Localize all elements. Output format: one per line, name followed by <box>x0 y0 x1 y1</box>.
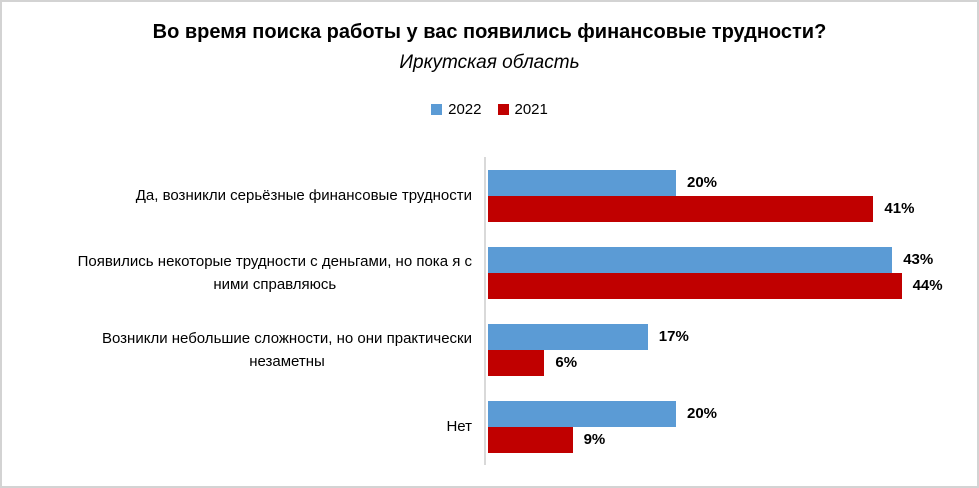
chart-row-4: Нет 20% 9% <box>2 388 977 465</box>
category-label-line: Нет <box>446 418 472 435</box>
chart-row-3: Возникли небольшие сложности, но они пра… <box>2 311 977 388</box>
legend: 2022 2021 <box>2 101 977 118</box>
chart-row-1: Да, возникли серьёзные финансовые трудно… <box>2 157 977 234</box>
chart-subtitle: Иркутская область <box>399 52 580 73</box>
legend-swatch-2022-icon <box>431 104 443 115</box>
bar-value-2022-row3: 17% <box>658 328 689 345</box>
bar-2022-row2 <box>488 246 893 273</box>
legend-label-2021: 2021 <box>514 101 548 118</box>
category-label-line: Появились некоторые трудности с деньгами… <box>77 252 472 270</box>
bar-value-2021-row4: 9% <box>583 431 606 448</box>
chart-row-2: Появились некоторые трудности с деньгами… <box>2 234 977 311</box>
legend-item-2022: 2022 <box>431 101 482 118</box>
bar-2021-row4 <box>488 426 573 453</box>
bar-value-2022-row4: 20% <box>687 405 718 422</box>
category-label-2: Появились некоторые трудности с деньгами… <box>2 250 484 296</box>
bar-value-2021-row3: 6% <box>555 354 578 371</box>
category-label-line: Да, возникли серьёзные финансовые трудно… <box>135 187 472 204</box>
category-label-line: ними справляюсь <box>213 275 337 293</box>
category-label-3: Возникли небольшие сложности, но они пра… <box>2 327 484 373</box>
category-label-4: Нет <box>2 415 484 438</box>
bar-2022-row1 <box>488 169 676 196</box>
bar-value-2022-row1: 20% <box>687 174 718 191</box>
plot-area: Да, возникли серьёзные финансовые трудно… <box>2 157 977 465</box>
legend-item-2021: 2021 <box>497 101 548 118</box>
bar-2021-row1 <box>488 195 874 222</box>
bar-group-3: 17% 6% <box>488 323 977 376</box>
legend-label-2022: 2022 <box>448 101 482 118</box>
category-label-line: незаметны <box>249 352 325 370</box>
category-label-1: Да, возникли серьёзные финансовые трудно… <box>2 184 484 207</box>
bar-group-1: 20% 41% <box>488 169 977 222</box>
legend-swatch-2021-icon <box>497 104 509 115</box>
bar-group-4: 20% 9% <box>488 400 977 453</box>
bar-group-2: 43% 44% <box>488 246 977 299</box>
bar-value-2022-row2: 43% <box>903 251 934 268</box>
category-axis-line <box>484 157 486 465</box>
bar-value-2021-row2: 44% <box>912 277 943 294</box>
chart-title: Во время поиска работы у вас появились ф… <box>152 21 827 43</box>
bar-value-2021-row1: 41% <box>884 200 915 217</box>
bar-2021-row2 <box>488 272 902 299</box>
bar-2021-row3 <box>488 349 545 376</box>
bar-2022-row4 <box>488 400 676 427</box>
category-label-line: Возникли небольшие сложности, но они пра… <box>102 329 472 347</box>
bar-2022-row3 <box>488 323 648 350</box>
